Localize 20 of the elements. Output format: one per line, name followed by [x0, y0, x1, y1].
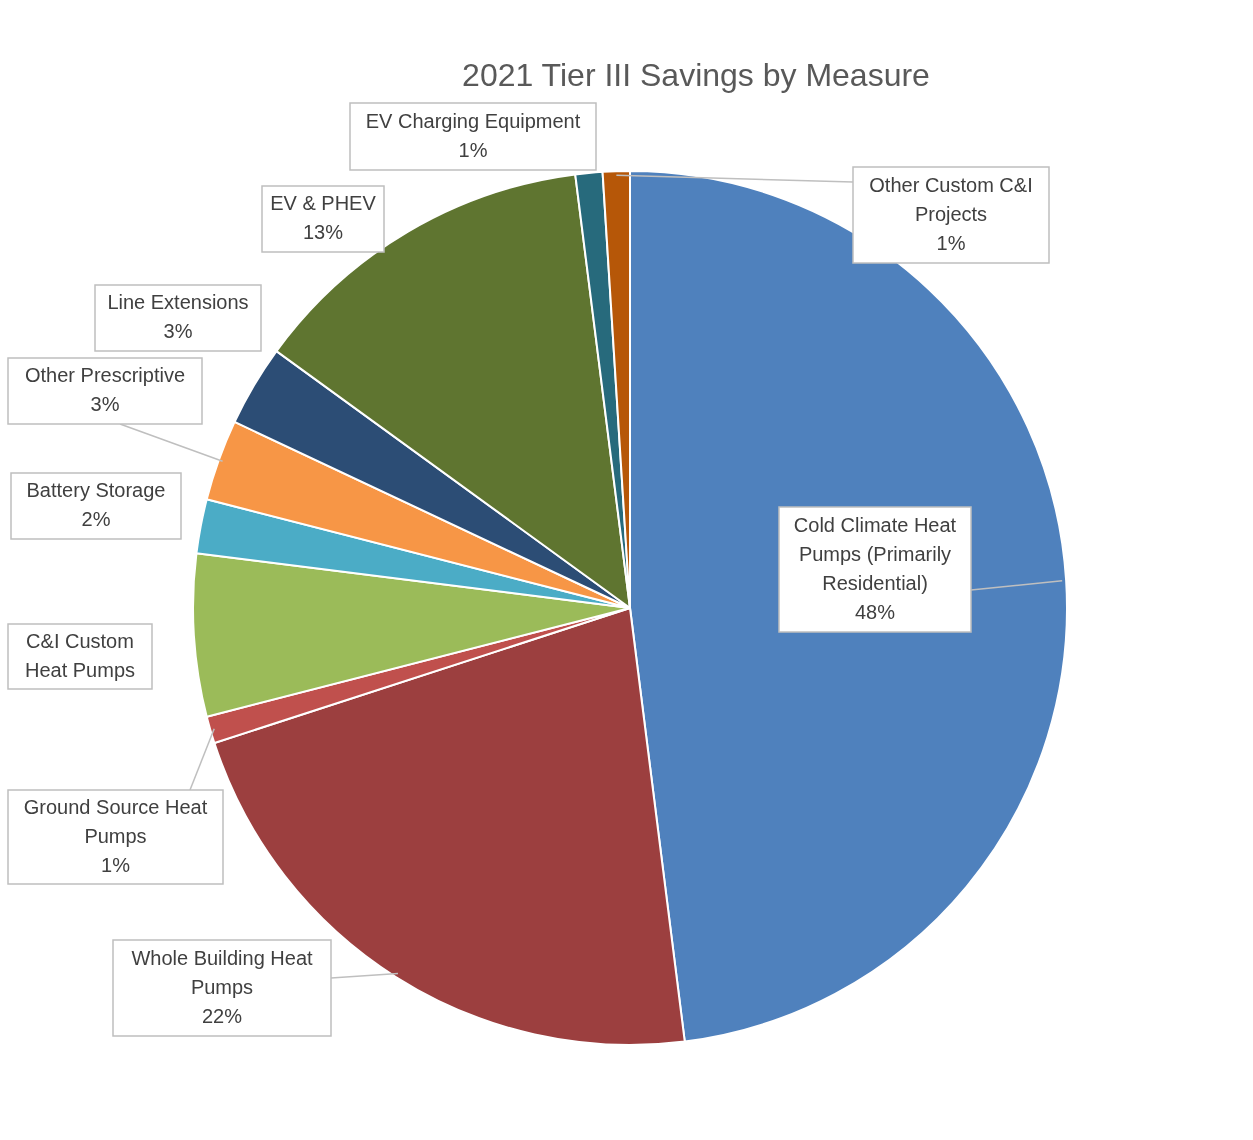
data-label: 22% [201, 1004, 243, 1027]
data-label: 3% [163, 320, 193, 343]
data-label: 3% [90, 393, 120, 416]
slice-label: EV Charging Equipment [365, 109, 581, 132]
slice-label: Cold Climate Heat Pumps (Primarily Residential) [793, 513, 957, 594]
data-label: 1% [458, 138, 488, 161]
slice-label: Other Prescriptive [24, 364, 186, 387]
slice-label: EV & PHEV [270, 192, 377, 215]
data-label: 13% [302, 221, 344, 244]
data-label: 48% [854, 600, 896, 623]
data-label: 1% [101, 853, 131, 876]
data-label: 1% [936, 231, 966, 254]
slice-label: Ground Source Heat Pumps [23, 795, 208, 847]
slice-label: C&I Custom Heat Pumps [24, 629, 136, 681]
slice-label: Battery Storage [26, 479, 166, 502]
data-label: 2% [81, 508, 111, 531]
chart-title: 2021 Tier III Savings by Measure [462, 56, 930, 93]
slice-label: Whole Building Heat Pumps [131, 946, 314, 998]
slice-label: Other Custom C&I Projects [869, 173, 1033, 225]
slice-label: Line Extensions [107, 291, 249, 314]
